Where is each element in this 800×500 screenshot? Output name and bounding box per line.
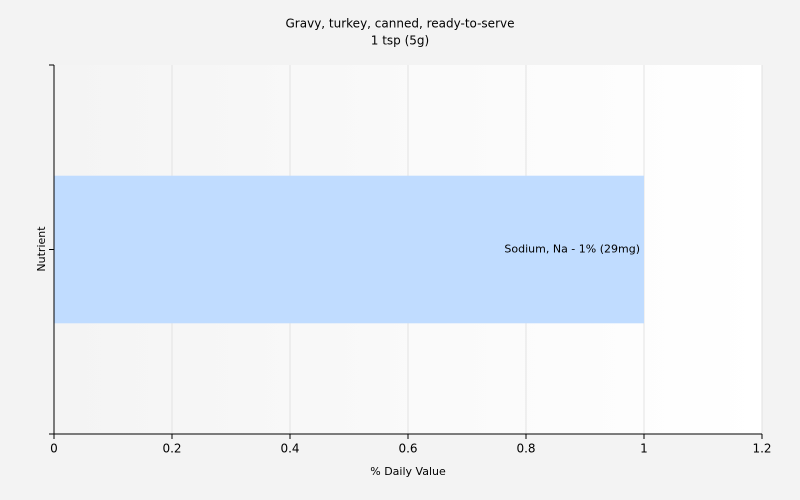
x-tick-label: 0.6 bbox=[398, 442, 417, 456]
labels: 0 0.2 0.4 0.6 0.8 1 1.2 Sodium, Na - 1% (29mg) bbox=[50, 243, 771, 456]
x-tick-label: 0.4 bbox=[280, 442, 299, 456]
value-label: Sodium, Na - 1% (29mg) bbox=[504, 243, 640, 256]
x-tick-label: 1 bbox=[640, 442, 648, 456]
x-tick-label: 0 bbox=[50, 442, 58, 456]
x-tick-label: 0.2 bbox=[162, 442, 181, 456]
y-axis-label: Nutrient bbox=[35, 226, 48, 272]
chart-title: Gravy, turkey, canned, ready-to-serve bbox=[286, 17, 515, 31]
x-tick-label: 1.2 bbox=[752, 442, 771, 456]
bars bbox=[54, 175, 644, 324]
chart-subtitle: 1 tsp (5g) bbox=[371, 34, 429, 48]
x-axis-label: % Daily Value bbox=[370, 465, 446, 478]
x-tick-label: 0.8 bbox=[516, 442, 535, 456]
bar bbox=[54, 175, 644, 324]
